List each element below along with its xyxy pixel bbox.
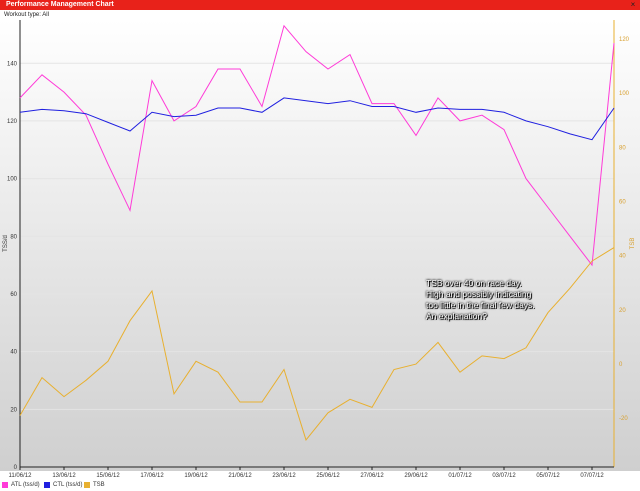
- annotation-line: High and possibly indicating: [426, 289, 532, 299]
- y-tick-label: 60: [10, 292, 17, 298]
- y2-tick-label: 20: [619, 308, 626, 314]
- legend-swatch-atl: [2, 482, 8, 488]
- x-tick-label: 21/06/12: [228, 473, 252, 479]
- legend-swatch-ctl: [44, 482, 50, 488]
- window-title: Performance Management Chart: [6, 1, 114, 8]
- annotation-line: TSB over 40 on race day.: [426, 278, 522, 288]
- y2-tick-label: 100: [619, 91, 630, 97]
- y-tick-label: 0: [14, 465, 18, 471]
- y2-axis-title: TSB: [630, 238, 636, 250]
- x-tick-label: 27/06/12: [360, 473, 384, 479]
- y-axis-title: TSS/d: [3, 235, 9, 252]
- y2-tick-label: 120: [619, 37, 630, 43]
- x-tick-label: 05/07/12: [536, 473, 560, 479]
- y2-tick-label: 40: [619, 254, 626, 260]
- window-titlebar: Performance Management Chart ×: [0, 0, 640, 10]
- x-tick-label: 19/06/12: [184, 473, 208, 479]
- y-tick-label: 80: [10, 234, 17, 240]
- legend-label-tsb: TSB: [93, 482, 105, 488]
- legend-item-tsb[interactable]: TSB: [84, 482, 105, 488]
- series-line-ctl: [19, 97, 615, 141]
- y-tick-label: 120: [7, 119, 18, 125]
- workout-type-label: Workout type: All: [4, 12, 49, 18]
- x-tick-label: 01/07/12: [448, 473, 472, 479]
- x-tick-label: 29/06/12: [404, 473, 428, 479]
- x-tick-label: 07/07/12: [580, 473, 604, 479]
- legend-item-atl[interactable]: ATL (tss/d): [2, 482, 40, 488]
- y-tick-label: 140: [7, 61, 18, 67]
- y2-tick-label: 60: [619, 200, 626, 206]
- y-tick-label: 40: [10, 350, 17, 356]
- annotation-callout: TSB over 40 on race day. High and possibl…: [426, 278, 556, 322]
- legend-swatch-tsb: [84, 482, 90, 488]
- x-tick-label: 25/06/12: [316, 473, 340, 479]
- legend-label-atl: ATL (tss/d): [11, 482, 40, 488]
- y-tick-label: 20: [10, 407, 17, 413]
- legend: ATL (tss/d) CTL (tss/d) TSB: [0, 481, 640, 491]
- legend-label-ctl: CTL (tss/d): [53, 482, 83, 488]
- series-line-atl: [19, 24, 615, 267]
- y2-tick-label: 0: [619, 362, 623, 368]
- annotation-line: An explanation?: [426, 311, 487, 321]
- series-line-tsb: [19, 247, 615, 441]
- x-tick-label: 11/06/12: [9, 473, 33, 479]
- y2-tick-label: 80: [619, 145, 626, 151]
- legend-item-ctl[interactable]: CTL (tss/d): [44, 482, 82, 488]
- plot-background: [0, 20, 640, 471]
- x-tick-label: 03/07/12: [492, 473, 516, 479]
- y2-tick-label: -20: [619, 416, 628, 422]
- x-tick-label: 17/06/12: [140, 473, 164, 479]
- close-icon[interactable]: ×: [630, 0, 636, 9]
- y-tick-label: 100: [7, 177, 18, 183]
- x-tick-label: 15/06/12: [96, 473, 120, 479]
- x-tick-label: 23/06/12: [272, 473, 296, 479]
- annotation-line: too little in the final few days.: [426, 300, 535, 310]
- x-tick-label: 13/06/12: [52, 473, 76, 479]
